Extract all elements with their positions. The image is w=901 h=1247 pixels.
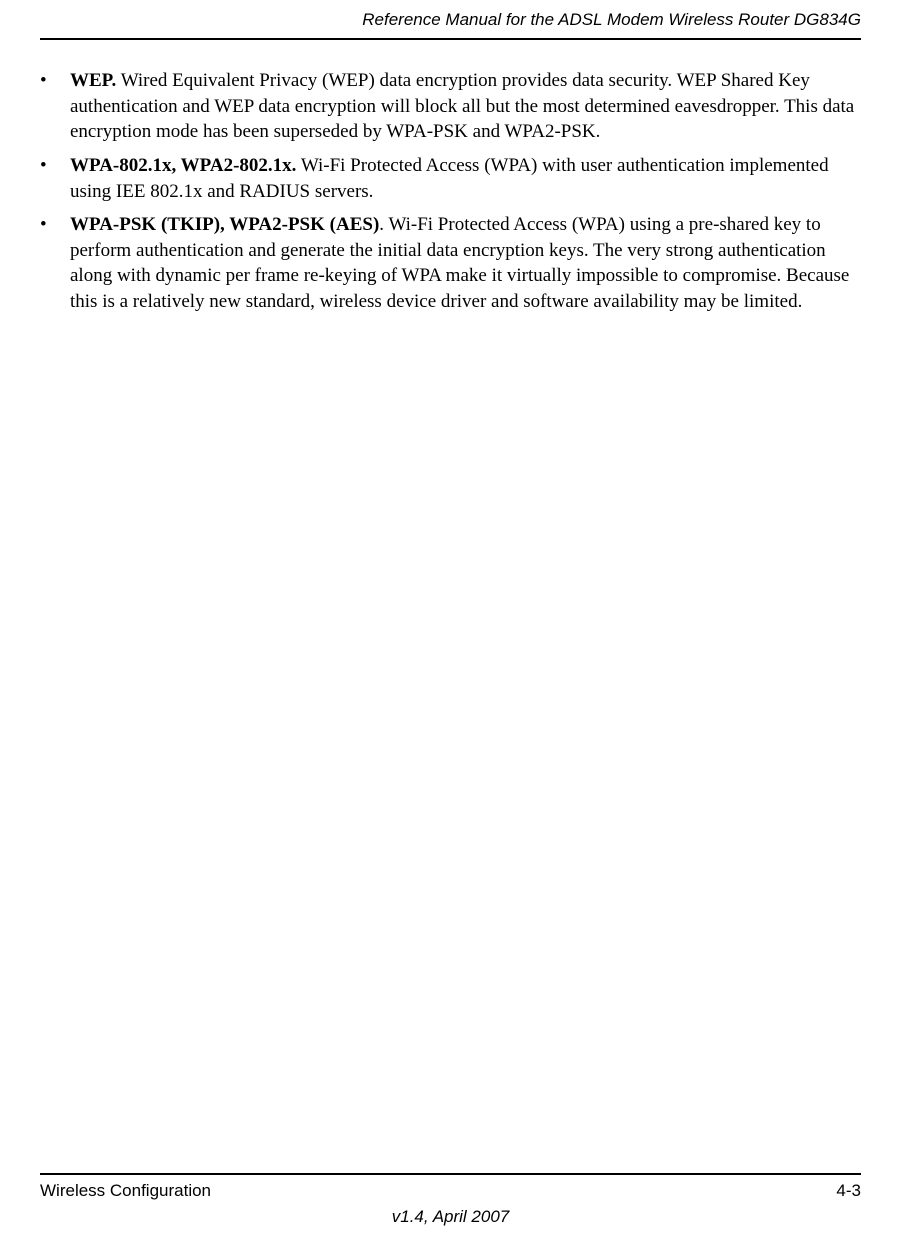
page-header: Reference Manual for the ADSL Modem Wire… <box>40 0 861 40</box>
bullet-marker: • <box>40 212 70 315</box>
page-container: Reference Manual for the ADSL Modem Wire… <box>0 0 901 1247</box>
bullet-item: • WPA-PSK (TKIP), WPA2-PSK (AES). Wi-Fi … <box>40 212 861 315</box>
footer-line: Wireless Configuration 4-3 <box>40 1173 861 1201</box>
bullet-text: WEP. Wired Equivalent Privacy (WEP) data… <box>70 68 861 145</box>
bullet-item: • WPA-802.1x, WPA2-802.1x. Wi-Fi Protect… <box>40 153 861 204</box>
footer-right: 4-3 <box>836 1181 861 1201</box>
bullet-text: WPA-802.1x, WPA2-802.1x. Wi-Fi Protected… <box>70 153 861 204</box>
page-footer: Wireless Configuration 4-3 v1.4, April 2… <box>40 1173 861 1227</box>
footer-left: Wireless Configuration <box>40 1181 211 1201</box>
bullet-bold: WEP. <box>70 70 116 91</box>
page-content: • WEP. Wired Equivalent Privacy (WEP) da… <box>40 40 861 315</box>
bullet-marker: • <box>40 153 70 204</box>
footer-center: v1.4, April 2007 <box>40 1207 861 1227</box>
bullet-bold: WPA-PSK (TKIP), WPA2-PSK (AES) <box>70 214 379 235</box>
bullet-text: WPA-PSK (TKIP), WPA2-PSK (AES). Wi-Fi Pr… <box>70 212 861 315</box>
bullet-marker: • <box>40 68 70 145</box>
bullet-item: • WEP. Wired Equivalent Privacy (WEP) da… <box>40 68 861 145</box>
bullet-body: Wired Equivalent Privacy (WEP) data encr… <box>70 70 854 142</box>
header-title: Reference Manual for the ADSL Modem Wire… <box>362 10 861 29</box>
bullet-bold: WPA-802.1x, WPA2-802.1x. <box>70 155 296 176</box>
